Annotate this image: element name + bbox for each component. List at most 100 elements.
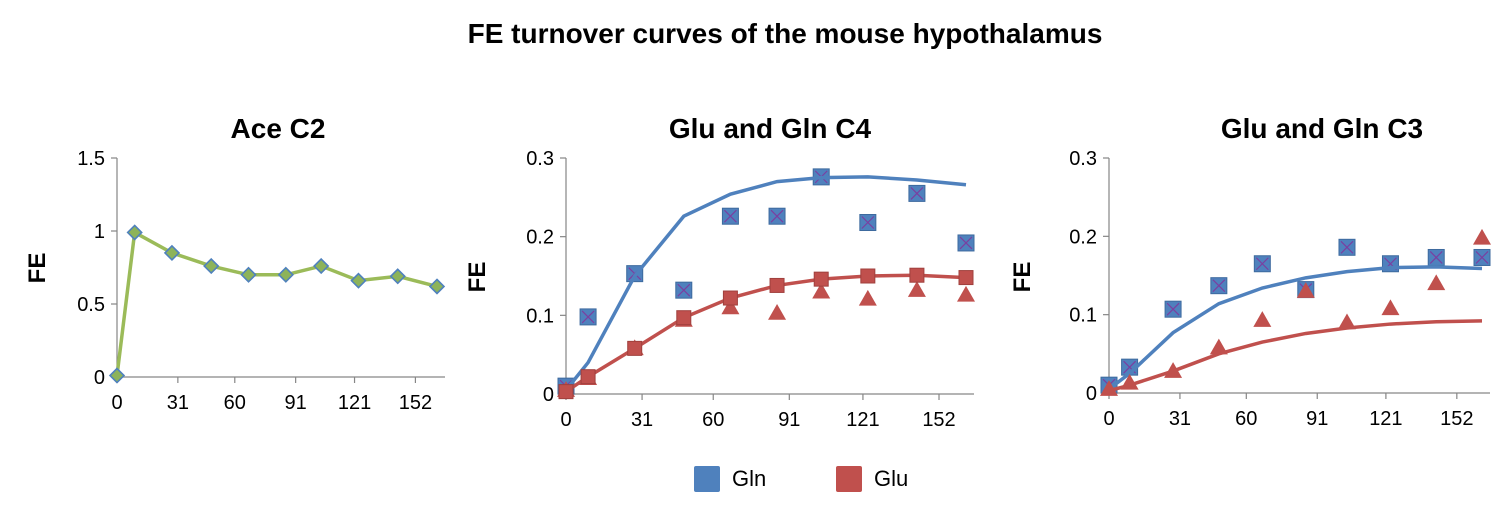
data-point-cross (1166, 302, 1180, 316)
data-point (907, 281, 926, 297)
x-tick-label: 60 (224, 392, 246, 414)
x-tick-label: 152 (399, 392, 432, 414)
x-tick-label: 152 (1440, 408, 1473, 430)
data-point (350, 272, 367, 289)
y-axis-label: FE (24, 253, 51, 284)
chart-panel-2: Glu and Gln C4 FE 0 0.1 0.2 0.3 0 31 60 91 121 152 (464, 113, 975, 431)
series-ace (108, 224, 446, 384)
x-tick-label: 91 (285, 392, 307, 414)
series-gln (1100, 238, 1491, 394)
data-point (1337, 313, 1356, 330)
y-axis-label: FE (1009, 262, 1036, 293)
data-point (1473, 228, 1491, 245)
data-point-cross (1255, 257, 1269, 271)
data-point (909, 267, 925, 283)
data-point (313, 257, 330, 275)
y-tick-label: 1 (94, 221, 105, 243)
data-point-cross (910, 186, 924, 200)
data-point-cross (959, 236, 973, 250)
fit-line (565, 273, 967, 394)
data-point (163, 244, 181, 262)
x-tick-label: 121 (1369, 408, 1402, 430)
legend-swatch-gln (694, 466, 720, 492)
data-point (860, 268, 876, 284)
series-gln-fit (564, 175, 967, 392)
data-point (812, 282, 831, 299)
legend-item-gln: Gln (694, 462, 766, 496)
data-point (1253, 311, 1272, 327)
y-tick-label: 0.1 (526, 305, 554, 327)
y-tick-label: 0 (94, 367, 105, 389)
y-tick-label: 0.5 (77, 294, 105, 316)
chart-panel-3: Glu and Gln C3 FE 0 0.1 0.2 0.3 0 31 60 91 121 152 (1009, 113, 1491, 430)
y-tick-label: 0.2 (1069, 226, 1097, 248)
data-point (389, 268, 406, 285)
x-tick-label: 60 (702, 409, 724, 431)
legend-label-glu: Glu (874, 466, 909, 491)
data-point (768, 303, 787, 320)
data-point (957, 285, 975, 302)
data-point-cross (861, 216, 875, 229)
data-point (108, 367, 126, 384)
fit-line (1108, 319, 1483, 393)
data-point-cross (723, 209, 737, 223)
y-tick-label: 0 (543, 384, 554, 406)
y-tick-label: 1.5 (77, 148, 105, 170)
x-tick-label: 121 (846, 409, 879, 431)
x-tick-label: 31 (1169, 408, 1191, 430)
panel-title: Ace C2 (231, 113, 326, 144)
data-point (676, 310, 692, 326)
data-point (1100, 380, 1118, 396)
x-tick-label: 31 (631, 409, 653, 431)
data-point-cross (1475, 251, 1489, 264)
data-point (958, 270, 974, 286)
series-line (115, 229, 438, 376)
y-tick-label: 0 (1086, 383, 1097, 405)
data-point-cross (1429, 251, 1443, 264)
series-glu-fit (1108, 319, 1483, 393)
data-point (203, 257, 220, 275)
series-glu (557, 281, 975, 397)
data-point (769, 277, 785, 293)
x-tick-label: 60 (1235, 408, 1257, 430)
fit-line (1107, 265, 1483, 391)
data-point (1209, 338, 1228, 355)
chart-panel-1: Ace C2 FE 0 0.5 1 1.5 0 31 60 91 121 152 (24, 113, 446, 414)
data-point-cross (1212, 279, 1226, 293)
legend-item-glu: Glu (836, 462, 908, 496)
data-point (428, 278, 446, 295)
fit-line (564, 175, 967, 392)
data-point (1296, 282, 1315, 298)
data-point (813, 271, 829, 287)
series-gln-fit (1107, 265, 1483, 391)
data-point (240, 266, 257, 283)
panel-title: Glu and Gln C4 (669, 113, 872, 144)
x-tick-label: 0 (1103, 408, 1114, 430)
x-tick-label: 91 (778, 409, 800, 431)
data-point-cross (677, 283, 691, 297)
data-point-cross (770, 209, 784, 223)
x-tick-label: 152 (922, 409, 955, 431)
legend-label-gln: Gln (732, 466, 767, 491)
data-point (1427, 274, 1446, 291)
y-tick-label: 0.3 (1069, 148, 1097, 170)
data-point (277, 266, 294, 283)
series-glu-fit (558, 267, 974, 400)
data-point (722, 290, 738, 306)
data-point (558, 384, 574, 400)
data-point-cross (1340, 240, 1354, 254)
x-tick-label: 0 (560, 409, 571, 431)
x-tick-label: 121 (338, 392, 371, 414)
panel-title: Glu and Gln C3 (1221, 113, 1423, 144)
x-tick-label: 91 (1306, 408, 1328, 430)
main-title: FE turnover curves of the mouse hypothal… (467, 18, 1103, 49)
data-point-cross (581, 310, 595, 324)
y-tick-label: 0.2 (526, 227, 554, 249)
y-axis-label: FE (464, 262, 491, 293)
data-point (858, 289, 877, 306)
data-point (627, 340, 643, 356)
data-point (721, 298, 740, 315)
data-point (1381, 299, 1400, 316)
legend-swatch-glu (836, 466, 862, 492)
